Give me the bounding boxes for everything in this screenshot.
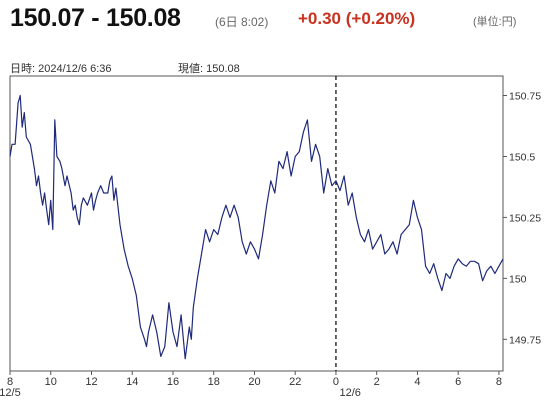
y-tick-label: 150.75: [509, 91, 541, 103]
y-tick-label: 150.5: [509, 151, 535, 163]
x-tick-label: 8: [496, 376, 502, 388]
price-range: 150.07 - 150.08: [10, 4, 181, 32]
date-label: 12/6: [339, 387, 360, 399]
x-axis: 8 10 12 14 16 18 20 22 0 2 4 6 812/5 12/6: [0, 371, 502, 399]
price-change: +0.30 (+0.20%): [298, 9, 416, 28]
y-tick-label: 150: [509, 273, 527, 285]
plot-series: [9, 94, 504, 360]
x-tick-label: 8: [7, 376, 13, 388]
quote-timestamp: (6日 8:02): [215, 15, 269, 29]
y-tick-label: 150.25: [509, 212, 541, 224]
x-tick-label: 2: [374, 376, 380, 388]
hover-datetime: 日時: 2024/12/6 6:36: [10, 63, 112, 75]
x-tick-label: 20: [248, 376, 260, 388]
unit-label: (単位:円): [473, 16, 517, 28]
y-tick-label: 149.75: [509, 334, 541, 346]
x-tick-label: 22: [289, 376, 301, 388]
date-label: 12/5: [0, 387, 21, 399]
x-tick-label: 18: [208, 376, 220, 388]
y-axis: 149.75 150 150.25 150.5 150.75: [503, 91, 541, 346]
x-tick-label: 0: [333, 376, 339, 388]
series-line-0: [9, 94, 504, 360]
chart-axes: [9, 75, 504, 372]
x-tick-label: 14: [126, 376, 138, 388]
x-tick-label: 6: [455, 376, 461, 388]
hover-current-value: 現値: 150.08: [178, 63, 240, 75]
quote-header: 150.07 - 150.08 (6日 8:02) +0.30 (+0.20%)…: [10, 4, 550, 34]
x-tick-label: 16: [167, 376, 179, 388]
x-tick-label: 12: [85, 376, 97, 388]
x-tick-label: 4: [414, 376, 420, 388]
x-tick-label: 10: [45, 376, 57, 388]
plot-frame: [9, 75, 504, 372]
